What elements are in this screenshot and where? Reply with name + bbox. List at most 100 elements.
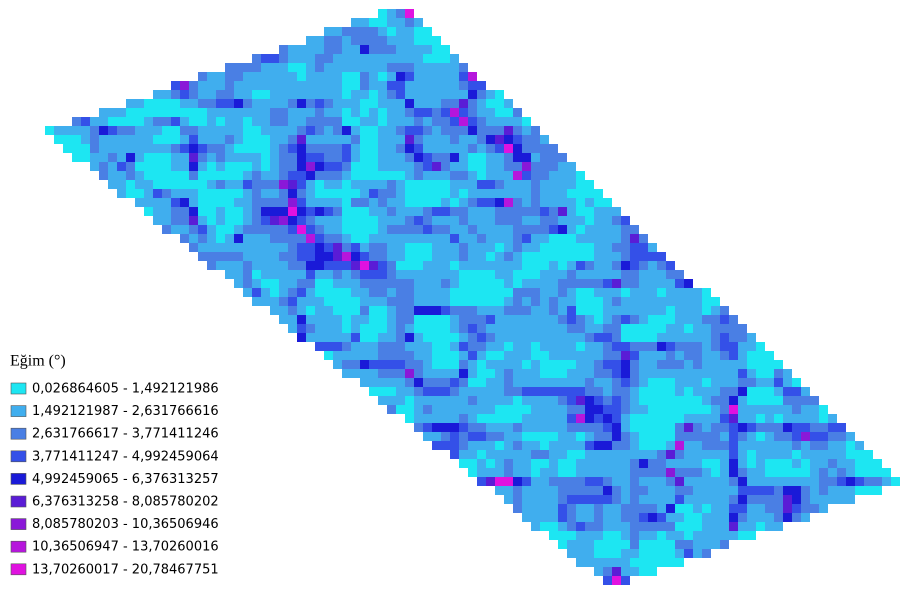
raster-cell (351, 288, 360, 297)
raster-cell (774, 459, 783, 468)
raster-cell (126, 189, 135, 198)
raster-cell (459, 189, 468, 198)
raster-cell (423, 324, 432, 333)
raster-cell (612, 531, 621, 540)
raster-cell (441, 297, 450, 306)
raster-cell (513, 252, 522, 261)
raster-cell (396, 324, 405, 333)
raster-cell (477, 90, 486, 99)
raster-cell (441, 288, 450, 297)
raster-cell (558, 477, 567, 486)
raster-cell (675, 558, 684, 567)
raster-cell (747, 531, 756, 540)
raster-cell (675, 477, 684, 486)
raster-cell (603, 477, 612, 486)
raster-cell (378, 387, 387, 396)
raster-cell (720, 414, 729, 423)
raster-cell (486, 441, 495, 450)
raster-cell (540, 180, 549, 189)
raster-cell (522, 423, 531, 432)
raster-cell (738, 468, 747, 477)
raster-cell (90, 144, 99, 153)
raster-cell (378, 360, 387, 369)
raster-cell (441, 387, 450, 396)
raster-cell (297, 279, 306, 288)
raster-cell (702, 333, 711, 342)
raster-cell (711, 405, 720, 414)
raster-cell (558, 225, 567, 234)
raster-cell (243, 198, 252, 207)
raster-cell (459, 360, 468, 369)
raster-cell (108, 171, 117, 180)
raster-cell (432, 189, 441, 198)
raster-cell (414, 153, 423, 162)
raster-cell (396, 90, 405, 99)
raster-cell (522, 342, 531, 351)
raster-cell (324, 144, 333, 153)
raster-cell (288, 270, 297, 279)
raster-cell (324, 261, 333, 270)
raster-cell (333, 180, 342, 189)
raster-cell (171, 207, 180, 216)
raster-cell (684, 477, 693, 486)
raster-cell (468, 441, 477, 450)
raster-cell (738, 351, 747, 360)
raster-cell (549, 180, 558, 189)
raster-cell (603, 396, 612, 405)
raster-cell (666, 414, 675, 423)
raster-cell (648, 387, 657, 396)
raster-cell (414, 180, 423, 189)
raster-cell (135, 171, 144, 180)
raster-cell (630, 459, 639, 468)
raster-cell (171, 225, 180, 234)
raster-cell (675, 387, 684, 396)
raster-cell (531, 243, 540, 252)
raster-cell (621, 450, 630, 459)
raster-cell (333, 225, 342, 234)
raster-cell (738, 432, 747, 441)
raster-cell (315, 117, 324, 126)
raster-cell (711, 450, 720, 459)
raster-cell (594, 315, 603, 324)
raster-cell (378, 234, 387, 243)
raster-cell (459, 432, 468, 441)
raster-cell (306, 54, 315, 63)
raster-cell (450, 108, 459, 117)
raster-cell (423, 234, 432, 243)
raster-cell (324, 342, 333, 351)
raster-cell (279, 216, 288, 225)
raster-cell (423, 207, 432, 216)
raster-cell (369, 360, 378, 369)
raster-cell (801, 396, 810, 405)
raster-cell (693, 477, 702, 486)
raster-cell (558, 504, 567, 513)
raster-cell (630, 549, 639, 558)
raster-cell (324, 216, 333, 225)
raster-cell (396, 288, 405, 297)
raster-cell (252, 135, 261, 144)
raster-cell (576, 252, 585, 261)
raster-cell (558, 270, 567, 279)
raster-cell (540, 243, 549, 252)
raster-cell (225, 180, 234, 189)
raster-cell (441, 261, 450, 270)
raster-cell (81, 117, 90, 126)
raster-cell (468, 306, 477, 315)
raster-cell (387, 243, 396, 252)
raster-cell (450, 207, 459, 216)
raster-cell (477, 432, 486, 441)
raster-cell (342, 261, 351, 270)
legend-swatch (11, 428, 26, 439)
raster-cell (378, 288, 387, 297)
raster-cell (855, 441, 864, 450)
raster-cell (405, 234, 414, 243)
raster-cell (441, 45, 450, 54)
raster-cell (333, 216, 342, 225)
raster-cell (189, 108, 198, 117)
raster-cell (558, 189, 567, 198)
raster-cell (468, 216, 477, 225)
raster-cell (837, 459, 846, 468)
raster-cell (612, 207, 621, 216)
raster-cell (432, 171, 441, 180)
raster-cell (225, 72, 234, 81)
